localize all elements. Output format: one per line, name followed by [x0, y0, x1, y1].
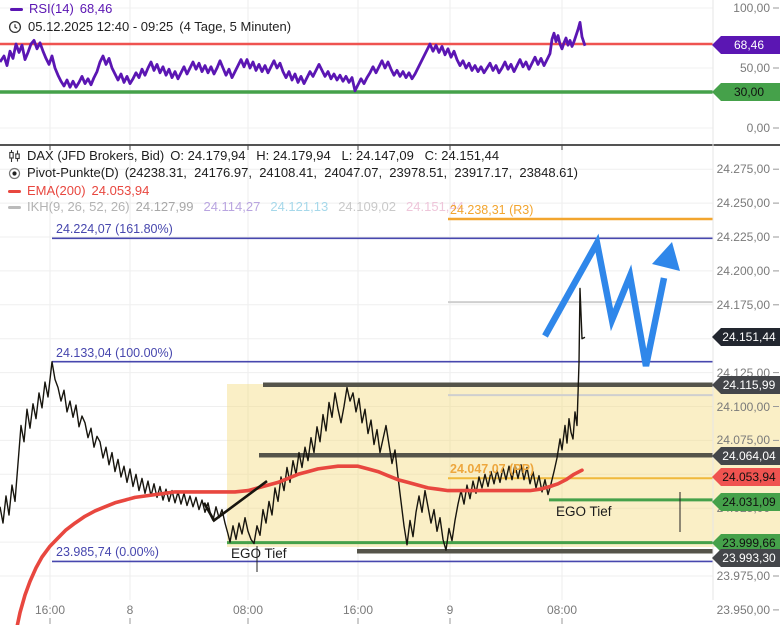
projection-arrow[interactable]: [542, 233, 668, 367]
projection-arrow-head: [652, 242, 680, 271]
pivot-values: (24238.31, 24176.97, 24108.41, 24047.07,…: [124, 165, 578, 180]
price-axis-label: 24.075,00: [716, 433, 770, 448]
price-axis-label: 24.200,00: [716, 263, 770, 278]
price-level-badge: 24.031,09: [712, 493, 780, 511]
ikh-values: 24.127,99 24.114,27 24.121,13 24.109,02 24.1…: [136, 200, 474, 214]
price-level-badge: 23.999,66: [712, 534, 780, 552]
clock-icon: [8, 20, 22, 34]
rsi-value-badge: 68,46: [712, 36, 780, 54]
ema-series-icon: [8, 189, 21, 193]
pivot-pp-label: 24.047,07 (PP): [450, 462, 535, 477]
period-text: (4 Tage, 5 Minuten): [179, 19, 292, 34]
pivot-legend: Pivot-Punkte(D) (24238.31, 24176.97, 241…: [8, 166, 578, 180]
rsi-axis-label: 0,00: [746, 121, 770, 135]
price-axis-label: 24.100,00: [716, 399, 770, 414]
ema-200-line: [15, 464, 584, 625]
dax-price-line: [0, 287, 586, 551]
price-axis-label: 23.950,00: [716, 602, 770, 617]
ikh-label: IKH(9, 26, 52, 26): [27, 199, 130, 214]
rsi-line: [0, 21, 587, 93]
fib-0-label: 23.985,74 (0.00%): [56, 545, 159, 560]
ikh-legend: IKH(9, 26, 52, 26) 24.127,99 24.114,27 24.…: [8, 200, 474, 214]
chart-time-range: 05.12.2025 12:40 - 09:25 (4 Tage, 5 Minu…: [8, 20, 291, 34]
price-level-badge: 24.053,94: [712, 468, 780, 486]
trendline-drawing[interactable]: [202, 480, 268, 523]
time-axis-label: 08:00: [546, 603, 578, 617]
ego-tief-label: EGO Tief: [556, 504, 612, 519]
ema-legend: EMA(200) 24.053,94: [8, 184, 149, 198]
time-axis-label: 16:00: [34, 603, 66, 617]
rsi-legend-label: RSI(14): [29, 1, 74, 16]
pivot-r3-label: 24.238,31 (R3): [450, 203, 534, 217]
time-axis-label: 8: [126, 603, 134, 617]
price-level-badge: 24.064,04: [712, 447, 780, 465]
ikh-value: 24.121,13: [270, 199, 329, 214]
candlestick-icon: [8, 149, 21, 163]
price-axis-label: 23.975,00: [716, 569, 770, 583]
ikh-value: 24.127,99: [135, 199, 194, 214]
ikh-value: 24.114,27: [203, 199, 261, 214]
price-axis-label: 24.250,00: [716, 196, 770, 211]
ego-tief-label: EGO Tief: [231, 546, 287, 561]
pivot-label: Pivot-Punkte(D): [27, 165, 119, 180]
ikh-value: 24.151,44: [406, 199, 464, 214]
fib-100-label: 24.133,04 (100.00%): [56, 345, 173, 360]
rsi-axis-label: 100,00: [733, 1, 770, 15]
symbol-label: DAX (JFD Brokers, Bid): [27, 148, 165, 163]
pivot-icon: [8, 167, 21, 180]
time-axis-label: 16:00: [342, 603, 374, 617]
rsi-series-icon: [10, 7, 23, 11]
ohlc-values: O: 24.179,94 H: 24.179,94 L: 24.147,09 C…: [170, 148, 500, 163]
highlight-zone: [227, 384, 780, 547]
price-level-badge: 23.993,30: [712, 549, 780, 567]
rsi-value-badge: 30,00: [712, 83, 780, 101]
ikh-value: 24.109,02: [338, 199, 397, 214]
time-range-text: 05.12.2025 12:40 - 09:25: [28, 19, 174, 34]
ema-label: EMA(200): [27, 183, 86, 198]
rsi-legend: RSI(14) 68,46: [10, 2, 112, 16]
price-axis-label: 24.175,00: [716, 297, 770, 312]
time-axis-label: 08:00: [232, 603, 264, 617]
price-axis-label: 24.225,00: [716, 230, 770, 244]
price-level-badge: 24.151,44: [712, 328, 780, 346]
ikh-series-icon: [8, 205, 21, 209]
ema-value: 24.053,94: [91, 183, 150, 198]
fib-161-80-label: 24.224,07 (161.80%): [56, 222, 173, 237]
time-axis-label: 9: [446, 603, 454, 617]
rsi-legend-value: 68,46: [79, 1, 113, 16]
price-level-badge: 24.115,99: [712, 376, 780, 394]
symbol-legend: DAX (JFD Brokers, Bid) O: 24.179,94 H: 2…: [8, 149, 499, 163]
price-axis-label: 24.275,00: [716, 162, 770, 177]
rsi-axis-label: 50,00: [739, 61, 770, 75]
